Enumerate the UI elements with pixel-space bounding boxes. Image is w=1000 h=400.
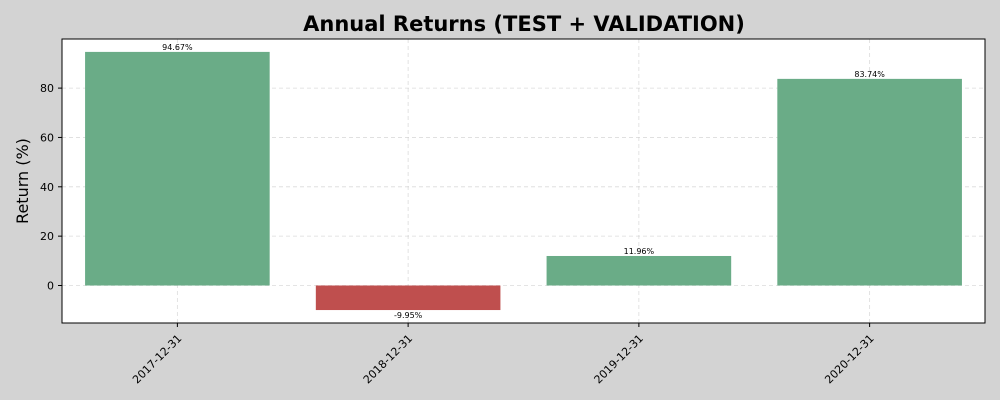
bar-value-label: 83.74% [854, 70, 885, 79]
bar-value-label: -9.95% [394, 311, 423, 320]
y-tick-label: 20 [40, 230, 54, 243]
bar-value-label: 94.67% [162, 43, 193, 52]
y-axis: 0 20 40 60 80 [40, 82, 62, 292]
bar-2020-12-31 [777, 78, 962, 286]
y-tick-label: 40 [40, 181, 54, 194]
chart-title: Annual Returns (TEST + VALIDATION) [303, 12, 745, 36]
bars [85, 51, 962, 311]
bar-2017-12-31 [85, 51, 270, 286]
y-tick-label: 0 [47, 279, 54, 292]
y-axis-label: Return (%) [13, 138, 32, 224]
y-tick-label: 60 [40, 131, 54, 144]
bar-labels: 94.67% -9.95% 11.96% 83.74% [162, 43, 885, 320]
bar-2019-12-31 [546, 255, 732, 286]
bar-2018-12-31 [315, 285, 501, 311]
plot-frame [61, 38, 986, 324]
bar-value-label: 11.96% [624, 247, 655, 256]
y-tick-label: 80 [40, 82, 54, 95]
